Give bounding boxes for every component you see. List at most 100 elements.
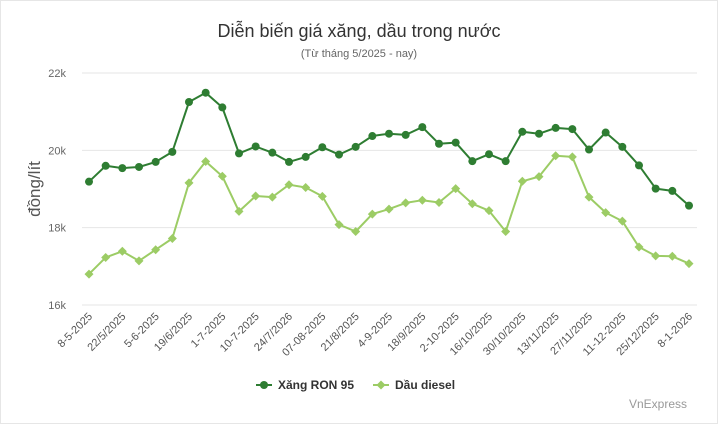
data-point[interactable] [151, 245, 161, 255]
legend-label: Dầu diesel [395, 378, 455, 392]
data-point[interactable] [235, 149, 243, 158]
data-point[interactable] [384, 204, 394, 214]
data-point[interactable] [85, 177, 93, 186]
data-point[interactable] [484, 206, 494, 216]
data-point[interactable] [534, 172, 544, 182]
data-point[interactable] [518, 127, 527, 136]
data-point[interactable] [651, 251, 661, 261]
legend-item-diesel[interactable]: Dầu diesel [373, 378, 455, 392]
data-point[interactable] [501, 227, 511, 237]
data-point[interactable] [634, 242, 644, 252]
data-point[interactable] [535, 129, 543, 138]
data-point[interactable] [351, 227, 361, 237]
data-point[interactable] [468, 157, 477, 166]
data-point[interactable] [84, 269, 94, 279]
data-point[interactable] [568, 125, 577, 134]
data-point[interactable] [217, 171, 227, 181]
data-point[interactable] [351, 142, 360, 151]
data-point[interactable] [267, 192, 277, 202]
data-point[interactable] [667, 251, 677, 261]
data-point[interactable] [585, 145, 593, 154]
data-point[interactable] [551, 151, 561, 161]
series-line [88, 154, 690, 275]
series-ron95 [85, 88, 693, 210]
data-point[interactable] [201, 157, 211, 167]
data-point[interactable] [434, 198, 444, 208]
data-point[interactable] [118, 164, 127, 173]
data-point[interactable] [101, 252, 111, 262]
data-point[interactable] [218, 103, 227, 112]
data-point[interactable] [135, 162, 143, 171]
legend-marker [260, 381, 268, 389]
y-axis-label: đồng/lít [25, 161, 44, 217]
legend-marker [376, 380, 386, 390]
data-point[interactable] [201, 88, 210, 97]
data-point[interactable] [117, 246, 127, 256]
chart-subtitle: (Từ tháng 5/2025 - nay) [301, 48, 417, 60]
data-point[interactable] [367, 209, 377, 219]
legend[interactable]: Xăng RON 95 Dầu diesel [256, 378, 455, 392]
data-point[interactable] [101, 161, 110, 170]
data-point[interactable] [517, 176, 527, 186]
data-point[interactable] [435, 139, 443, 148]
data-point[interactable] [618, 142, 627, 151]
data-point[interactable] [601, 128, 610, 137]
grid-lines [82, 72, 697, 306]
data-point[interactable] [684, 259, 694, 269]
data-point[interactable] [401, 198, 411, 208]
data-point[interactable] [168, 147, 177, 156]
data-point[interactable] [601, 208, 611, 218]
data-point[interactable] [401, 130, 410, 139]
data-point[interactable] [451, 184, 461, 194]
data-point[interactable] [318, 143, 327, 152]
x-tick-label: 8-1-2026 [655, 311, 695, 351]
y-tick-label: 22k [48, 68, 66, 80]
data-point[interactable] [167, 233, 177, 243]
series-line [88, 91, 690, 207]
data-point[interactable] [251, 142, 260, 151]
data-point[interactable] [635, 161, 643, 170]
data-point[interactable] [251, 191, 261, 201]
data-point[interactable] [485, 150, 493, 159]
data-point[interactable] [418, 123, 427, 132]
data-point[interactable] [334, 220, 344, 230]
y-tick-label: 20k [48, 145, 66, 157]
data-point[interactable] [567, 152, 577, 162]
data-point[interactable] [368, 132, 377, 141]
data-point[interactable] [668, 186, 677, 195]
data-point[interactable] [685, 201, 693, 210]
series-diesel [84, 151, 694, 279]
data-point[interactable] [134, 256, 144, 266]
data-point[interactable] [285, 157, 293, 166]
data-point[interactable] [501, 157, 510, 166]
data-point[interactable] [234, 206, 244, 216]
data-point[interactable] [268, 148, 277, 157]
y-axis-ticks: 16k 18k 20k 22k [48, 68, 66, 312]
data-point[interactable] [151, 157, 160, 166]
data-point[interactable] [185, 98, 193, 106]
x-axis-ticks: 8-5-202522/5/20255-6-202519/6/20251-7-20… [55, 311, 695, 359]
data-point[interactable] [451, 138, 460, 147]
data-point[interactable] [551, 123, 560, 132]
series-lines [84, 88, 694, 279]
data-point[interactable] [301, 182, 311, 192]
y-tick-label: 16k [48, 300, 66, 312]
data-point[interactable] [467, 199, 477, 209]
legend-label: Xăng RON 95 [278, 378, 354, 392]
data-point[interactable] [301, 152, 310, 161]
data-point[interactable] [317, 191, 327, 201]
credit-text: VnExpress [629, 397, 687, 411]
y-tick-label: 18k [48, 223, 66, 235]
data-point[interactable] [335, 150, 343, 159]
data-point[interactable] [651, 184, 660, 193]
legend-item-ron95[interactable]: Xăng RON 95 [256, 378, 354, 392]
data-point[interactable] [284, 180, 294, 190]
data-point[interactable] [385, 129, 393, 138]
data-point[interactable] [417, 195, 427, 205]
chart-title: Diễn biến giá xăng, dầu trong nước [217, 20, 500, 41]
data-point[interactable] [617, 216, 627, 226]
data-point[interactable] [584, 192, 594, 202]
data-point[interactable] [184, 178, 194, 188]
